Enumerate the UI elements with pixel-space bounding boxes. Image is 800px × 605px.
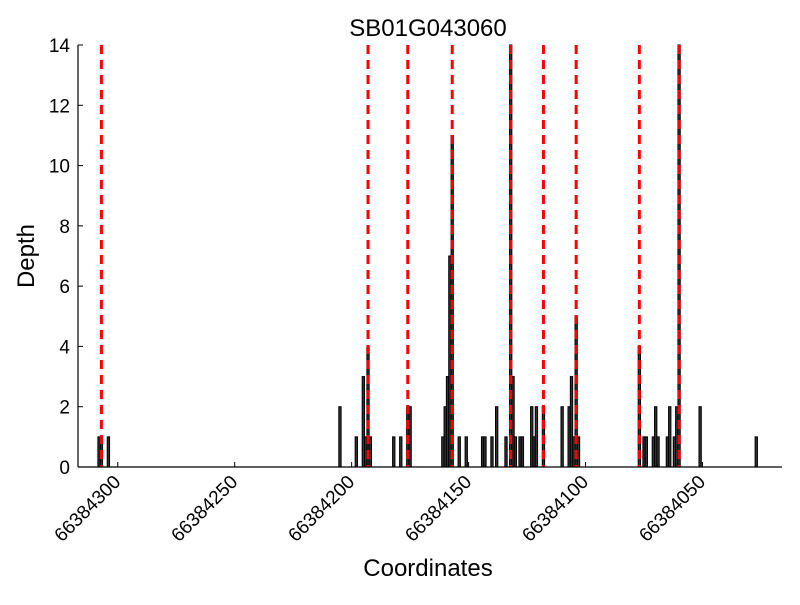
bar: [490, 436, 494, 468]
bar: [408, 406, 412, 468]
bar: [354, 436, 358, 468]
y-tick-label: 2: [59, 398, 70, 419]
x-tick-label: 66384200: [285, 472, 360, 547]
bars-group: [97, 44, 758, 468]
bar: [668, 406, 672, 468]
bar: [698, 406, 702, 468]
y-tick-label: 8: [59, 217, 70, 238]
bar: [560, 406, 564, 468]
bar: [106, 436, 111, 468]
marker-lines-group: [99, 45, 681, 467]
x-tick-label: 66384100: [518, 472, 593, 547]
bar: [644, 436, 649, 468]
y-tick-label: 14: [49, 36, 71, 57]
x-axis-label: Coordinates: [363, 555, 492, 582]
bar: [656, 436, 660, 468]
x-tick-label: 66384050: [635, 472, 710, 547]
bar: [534, 406, 539, 468]
bar: [457, 436, 461, 468]
y-tick-label: 0: [59, 458, 70, 479]
y-tick-label: 6: [59, 277, 70, 298]
y-tick-label: 4: [59, 337, 70, 358]
chart-title: SB01G043060: [349, 15, 506, 42]
bar: [483, 436, 487, 468]
bar: [464, 436, 468, 468]
x-tick-label: 66384300: [51, 472, 126, 547]
y-tick-label: 10: [49, 157, 70, 178]
bar: [338, 406, 342, 468]
x-tick-label: 66384150: [401, 472, 476, 547]
bar: [494, 406, 499, 468]
bar: [504, 436, 508, 468]
bar: [576, 436, 581, 468]
bar: [520, 436, 525, 468]
axes-group: 0 2 4 6 8 10 12 14 66384300 66384250 66384200 66384…: [49, 36, 782, 546]
x-tick-label: 66384250: [168, 472, 243, 547]
bar: [392, 436, 396, 468]
bar: [399, 436, 403, 468]
bar: [513, 436, 518, 468]
y-axis-label: Depth: [13, 224, 40, 288]
bar: [754, 436, 758, 468]
bar: [368, 436, 373, 468]
y-tick-label: 12: [49, 96, 70, 117]
